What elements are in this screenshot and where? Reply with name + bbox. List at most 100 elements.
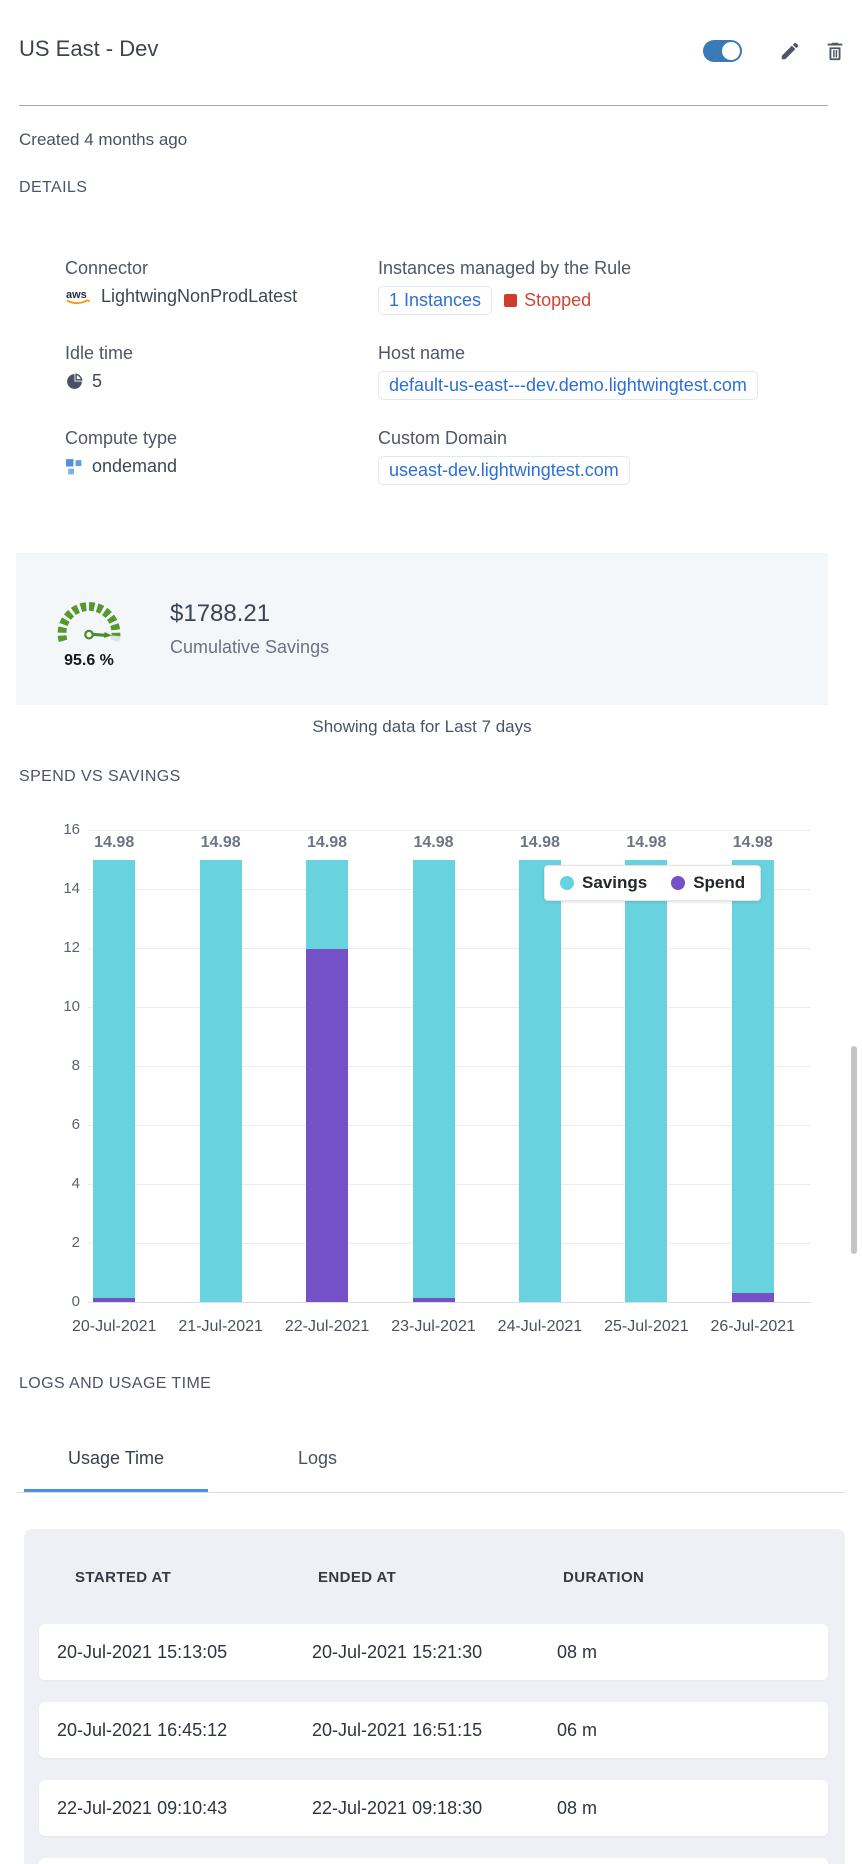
chart-bar-spend bbox=[412, 1298, 455, 1302]
logs-heading: LOGS AND USAGE TIME bbox=[19, 1375, 212, 1392]
svg-text:aws: aws bbox=[66, 289, 87, 301]
cell-started-at: 20-Jul-2021 16:45:12 bbox=[57, 1719, 228, 1740]
chart-gridline bbox=[88, 1302, 811, 1303]
idle-clock-icon bbox=[67, 373, 83, 389]
column-header-ended-at: ENDED AT bbox=[318, 1569, 397, 1586]
status-badge: Stopped bbox=[504, 290, 591, 311]
chart-bar-savings bbox=[93, 860, 136, 1299]
custom-domain-label: Custom Domain bbox=[378, 428, 508, 448]
chart-bar-savings bbox=[306, 860, 349, 950]
spend-savings-chart: 0 2 4 6 8 10 12 14 16 14.98 20-Jul-2021 14.98 21-Jul… bbox=[16, 820, 828, 1360]
chart-x-label: 20-Jul-2021 bbox=[71, 1318, 157, 1335]
edit-button[interactable] bbox=[779, 40, 801, 62]
active-tab-underline bbox=[24, 1489, 208, 1492]
legend-label: Savings bbox=[582, 873, 648, 892]
connector-label: Connector bbox=[65, 258, 149, 278]
chart-ytick-label: 2 bbox=[71, 1234, 80, 1251]
usage-time-table: STARTED AT ENDED AT DURATION 20-Jul-2021… bbox=[24, 1529, 845, 1864]
vertical-scrollbar-thumb[interactable] bbox=[851, 1046, 857, 1254]
delete-button[interactable] bbox=[824, 40, 846, 62]
tab-usage-time[interactable]: Usage Time bbox=[68, 1448, 165, 1468]
column-header-duration: DURATION bbox=[563, 1569, 645, 1586]
custom-domain-field: Custom Domain useast-dev.lightwingtest.c… bbox=[378, 428, 835, 485]
chart-bar-savings bbox=[518, 860, 561, 1302]
pencil-icon bbox=[781, 42, 799, 60]
chart-bar-total-label: 14.98 bbox=[732, 834, 773, 852]
table-row: 22-Jul-2021 09:10:43 22-Jul-2021 09:18:30… bbox=[39, 1780, 828, 1836]
cumulative-savings-card: 95.6 % $1788.21 Cumulative Savings bbox=[16, 553, 828, 705]
compute-type-field: Compute type ondemand bbox=[65, 428, 378, 485]
trash-icon bbox=[827, 42, 843, 61]
cell-duration: 06 m bbox=[557, 1719, 598, 1740]
table-row: 20-Jul-2021 16:45:12 20-Jul-2021 16:51:15… bbox=[39, 1702, 828, 1758]
legend-item-savings[interactable]: Savings bbox=[560, 873, 647, 893]
chart-bar-spend bbox=[93, 1298, 136, 1302]
table-row: 20-Jul-2021 15:13:05 20-Jul-2021 15:21:30… bbox=[39, 1624, 828, 1680]
custom-domain-link[interactable]: useast-dev.lightwingtest.com bbox=[378, 456, 630, 485]
chart-bar-savings bbox=[199, 860, 242, 1302]
chart-ytick-label: 8 bbox=[71, 1057, 80, 1074]
tab-logs[interactable]: Logs bbox=[298, 1448, 338, 1468]
table-row-partial bbox=[39, 1858, 828, 1864]
chart-x-label: 24-Jul-2021 bbox=[497, 1318, 583, 1335]
chart-bar-total-label: 14.98 bbox=[307, 834, 348, 852]
savings-amount: $1788.21 bbox=[170, 600, 271, 627]
savings-percent: 95.6 % bbox=[64, 651, 114, 669]
compute-type-value: ondemand bbox=[92, 456, 178, 476]
chart-bar-total-label: 14.98 bbox=[200, 834, 241, 852]
cell-started-at: 22-Jul-2021 09:10:43 bbox=[57, 1797, 228, 1818]
chart-x-label: 21-Jul-2021 bbox=[178, 1318, 263, 1335]
legend-dot-icon bbox=[671, 876, 686, 890]
instances-label: Instances managed by the Rule bbox=[378, 258, 632, 278]
legend-dot-icon bbox=[560, 876, 574, 890]
chart-ytick-label: 10 bbox=[63, 998, 80, 1015]
chart-legend: Savings Spend bbox=[544, 865, 762, 901]
chart-bar-savings bbox=[625, 860, 668, 1302]
cell-ended-at: 20-Jul-2021 16:51:15 bbox=[312, 1719, 483, 1740]
column-header-started-at: STARTED AT bbox=[75, 1569, 172, 1586]
cell-ended-at: 20-Jul-2021 15:21:30 bbox=[312, 1641, 483, 1662]
stopped-status-text: Stopped bbox=[524, 290, 592, 310]
savings-gauge: 95.6 % bbox=[46, 589, 132, 670]
chart-ytick-label: 6 bbox=[71, 1116, 80, 1133]
connector-value: LightwingNonProdLatest bbox=[101, 286, 298, 306]
host-name-link[interactable]: default-us-east---dev.demo.lightwingtest… bbox=[378, 371, 758, 400]
aws-icon: aws bbox=[66, 289, 91, 305]
rule-enabled-toggle[interactable] bbox=[703, 40, 742, 62]
details-heading: DETAILS bbox=[19, 179, 88, 196]
chart-x-label: 23-Jul-2021 bbox=[391, 1318, 476, 1335]
period-note: Showing data for Last 7 days bbox=[312, 717, 532, 736]
details-grid: Connector aws LightwingNonProdLatest Ins… bbox=[65, 258, 835, 485]
cell-duration: 08 m bbox=[557, 1641, 598, 1662]
chart-bar-spend bbox=[731, 1293, 774, 1302]
idle-time-label: Idle time bbox=[65, 343, 134, 363]
instances-field: Instances managed by the Rule 1 Instance… bbox=[378, 258, 835, 315]
compute-squares-icon bbox=[66, 459, 82, 475]
idle-time-field: Idle time 5 bbox=[65, 343, 378, 400]
instances-link[interactable]: 1 Instances bbox=[378, 286, 493, 315]
connector-field: Connector aws LightwingNonProdLatest bbox=[65, 258, 378, 315]
chart-ytick-label: 14 bbox=[63, 880, 80, 897]
savings-caption: Cumulative Savings bbox=[170, 637, 330, 657]
idle-time-value: 5 bbox=[92, 371, 103, 391]
cell-ended-at: 22-Jul-2021 09:18:30 bbox=[312, 1797, 483, 1818]
chart-bar-total-label: 14.98 bbox=[94, 834, 135, 852]
chart-gridline bbox=[88, 830, 811, 831]
page-title: US East - Dev bbox=[19, 36, 159, 61]
chart-bar-savings bbox=[412, 860, 455, 1299]
table-header-row: STARTED AT ENDED AT DURATION bbox=[24, 1569, 845, 1586]
toggle-knob bbox=[722, 42, 740, 60]
stopped-square-icon bbox=[504, 294, 518, 307]
chart-bar-total-label: 14.98 bbox=[413, 834, 454, 852]
legend-item-spend[interactable]: Spend bbox=[671, 873, 745, 893]
chart-heading: SPEND VS SAVINGS bbox=[19, 768, 181, 785]
compute-type-label: Compute type bbox=[65, 428, 178, 448]
chart-x-label: 25-Jul-2021 bbox=[604, 1318, 689, 1335]
chart-bar-total-label: 14.98 bbox=[519, 834, 560, 852]
cell-duration: 08 m bbox=[557, 1797, 598, 1818]
chart-bar-spend bbox=[306, 949, 349, 1302]
chart-bar-savings bbox=[731, 860, 774, 1294]
host-name-label: Host name bbox=[378, 343, 466, 363]
host-name-field: Host name default-us-east---dev.demo.lig… bbox=[378, 343, 835, 400]
